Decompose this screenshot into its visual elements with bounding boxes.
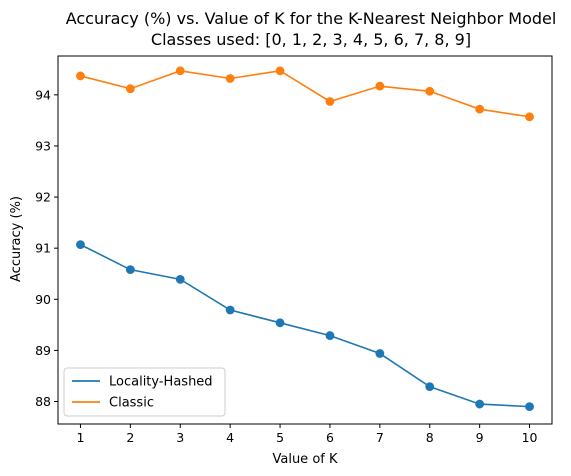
series-1-point-3	[175, 274, 185, 284]
series-1-point-4	[225, 305, 235, 315]
x-tick-label-7: 7	[376, 430, 384, 445]
series-1-point-5	[275, 318, 285, 328]
y-tick-label-91: 91	[35, 241, 51, 256]
chart-title: Accuracy (%) vs. Value of K for the K-Ne…	[66, 9, 557, 28]
chart-subtitle: Classes used: [0, 1, 2, 3, 4, 5, 6, 7, 8…	[151, 30, 471, 49]
series-2-point-1	[76, 71, 85, 81]
x-tick-label-6: 6	[326, 430, 334, 445]
x-tick-label-4: 4	[226, 430, 234, 445]
series-2-point-4	[225, 74, 235, 83]
series-1-point-2	[125, 265, 135, 275]
legend-label-2: Classic	[109, 396, 154, 411]
series-line-1	[80, 243, 530, 408]
series-2-point-5	[275, 66, 285, 76]
series-2-point-6	[325, 97, 335, 106]
x-tick-label-5: 5	[276, 430, 284, 445]
series-2-point-2	[125, 84, 135, 94]
y-tick-label-94: 94	[35, 87, 51, 102]
series-2-point-9	[475, 104, 485, 114]
x-axis-label: Value of K	[272, 452, 337, 467]
legend-label-1: Locality-Hashed	[109, 375, 213, 390]
series-2-point-7	[375, 81, 385, 91]
series-2-point-3	[175, 66, 185, 76]
y-tick-label-90: 90	[35, 292, 51, 307]
x-tick-label-8: 8	[426, 430, 434, 445]
series-1-point-8	[425, 382, 435, 392]
series-1-point-1	[76, 240, 85, 250]
series-line-2	[80, 69, 530, 118]
series-1-point-9	[475, 399, 485, 409]
x-tick-label-9: 9	[476, 430, 484, 445]
plot-frame	[57, 55, 553, 425]
x-tick-label-1: 1	[76, 430, 84, 445]
series-2-point-8	[425, 86, 435, 96]
y-tick-label-88: 88	[35, 394, 51, 409]
series-1-point-7	[375, 349, 385, 358]
y-axis-label: Accuracy (%)	[9, 196, 24, 282]
series-1-point-6	[325, 331, 335, 340]
legend: Locality-Hashed Classic	[63, 367, 226, 417]
y-tick-label-92: 92	[35, 190, 51, 205]
x-tick-label-3: 3	[176, 430, 184, 445]
legend-box	[63, 367, 226, 417]
x-tick-label-2: 2	[126, 430, 134, 445]
x-tick-label-10: 10	[522, 430, 538, 445]
series-1-point-10	[525, 402, 534, 412]
series-2-point-10	[525, 112, 534, 122]
y-tick-label-89: 89	[35, 343, 51, 358]
y-tick-label-93: 93	[35, 138, 51, 153]
